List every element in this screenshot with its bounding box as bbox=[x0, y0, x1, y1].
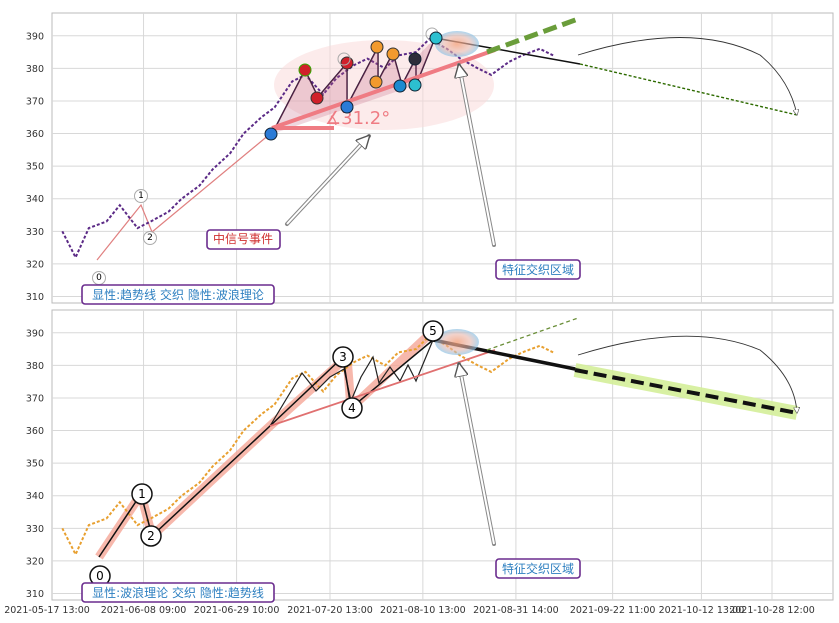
price-series-line-bottom bbox=[61, 334, 554, 557]
x-tick-label: 2021-09-22 11:00 bbox=[570, 605, 656, 616]
wave-label-3-bottom: 3 bbox=[332, 346, 354, 368]
y-tick-label: 380 bbox=[26, 64, 44, 75]
svg-text:1: 1 bbox=[138, 487, 146, 501]
wave-label-4-bottom: 4 bbox=[341, 397, 363, 419]
svg-text:0: 0 bbox=[96, 273, 102, 283]
signal-event-box: 中信号事件 bbox=[206, 229, 281, 250]
wave-zigzag-bottom bbox=[269, 339, 434, 427]
x-tick-label: 2021-05-17 13:00 bbox=[4, 605, 90, 616]
legend-box-top: 显性:趋势线 交织 隐性:波浪理论 bbox=[81, 284, 275, 305]
signal-arrow-inner bbox=[286, 136, 369, 225]
subwave-markers bbox=[264, 27, 443, 141]
y-tick-label: 330 bbox=[26, 227, 44, 238]
y-tick-label: 390 bbox=[26, 328, 44, 339]
svg-text:3: 3 bbox=[339, 350, 347, 364]
upper-channel-dashed-bottom bbox=[486, 317, 579, 351]
y-tick-label: 370 bbox=[26, 393, 44, 404]
y-tick-label: 380 bbox=[26, 361, 44, 372]
y-tick-label: 320 bbox=[26, 556, 44, 567]
upper-channel-dashed bbox=[486, 16, 579, 55]
svg-text:中信号事件: 中信号事件 bbox=[213, 231, 273, 246]
bottom-plot-area bbox=[51, 309, 834, 601]
zone-arrow-bottom-inner bbox=[459, 364, 495, 545]
y-tick-label: 390 bbox=[26, 31, 44, 42]
forecast-dashed-line bbox=[579, 63, 798, 116]
x-tick-label: 2021-10-12 13:00 bbox=[659, 605, 745, 616]
legend-box-bottom: 显性:波浪理论 交织 隐性:趋势线 bbox=[81, 582, 275, 603]
feature-zone-marker bbox=[435, 31, 479, 57]
y-tick-label: 360 bbox=[26, 426, 44, 437]
y-tick-label: 310 bbox=[26, 292, 44, 303]
x-tick-label: 2021-07-20 13:00 bbox=[287, 605, 373, 616]
svg-text:5: 5 bbox=[429, 324, 437, 338]
x-tick-labels: 2021-05-17 13:00 2021-06-08 09:00 2021-06-… bbox=[4, 605, 815, 616]
y-tick-label: 360 bbox=[26, 129, 44, 140]
svg-text:4: 4 bbox=[348, 401, 356, 415]
svg-text:2: 2 bbox=[147, 233, 153, 243]
trend-guide-line bbox=[96, 133, 271, 261]
feature-zone-marker-bottom bbox=[435, 329, 479, 355]
svg-text:1: 1 bbox=[138, 191, 144, 201]
angle-label: ∡31.2° bbox=[325, 108, 390, 129]
forecast-band-bottom bbox=[573, 363, 799, 420]
x-tick-label: 2021-06-08 09:00 bbox=[101, 605, 187, 616]
y-tick-label: 320 bbox=[26, 259, 44, 270]
x-tick-label: 2021-06-29 10:00 bbox=[194, 605, 280, 616]
wave-label-2-top: 2 bbox=[143, 231, 157, 245]
wave-label-0-top: 0 bbox=[92, 271, 106, 285]
wave-label-2-bottom: 2 bbox=[140, 525, 162, 547]
bottom-y-tick-labels: 310 320 330 340 350 360 370 380 390 bbox=[26, 328, 44, 600]
top-y-tick-labels: 310 320 330 340 350 360 370 380 390 bbox=[26, 31, 44, 303]
x-tick-label: 2021-08-31 14:00 bbox=[473, 605, 559, 616]
wave-label-5-bottom: 5 bbox=[422, 320, 444, 342]
svg-text:显性:波浪理论 交织 隐性:趋势线: 显性:波浪理论 交织 隐性:趋势线 bbox=[92, 585, 264, 600]
zone-arrow-inner bbox=[459, 65, 495, 246]
top-panel: 310 320 330 340 350 360 370 380 390 ∡31.2° 0 bbox=[26, 12, 834, 305]
x-tick-label: 2021-08-10 13:00 bbox=[380, 605, 466, 616]
y-tick-label: 350 bbox=[26, 459, 44, 470]
forecast-arc bbox=[577, 37, 797, 116]
x-tick-label: 2021-10-28 12:00 bbox=[729, 605, 815, 616]
y-tick-label: 310 bbox=[26, 589, 44, 600]
svg-text:2: 2 bbox=[147, 529, 155, 543]
svg-text:显性:趋势线 交织 隐性:波浪理论: 显性:趋势线 交织 隐性:波浪理论 bbox=[92, 287, 264, 302]
y-tick-label: 340 bbox=[26, 491, 44, 502]
svg-text:特征交织区域: 特征交织区域 bbox=[502, 262, 574, 277]
forecast-arc-bottom bbox=[577, 335, 797, 413]
wave-label-1-top: 1 bbox=[134, 189, 148, 203]
y-tick-label: 350 bbox=[26, 162, 44, 173]
wave-fill-top bbox=[272, 38, 435, 134]
svg-text:0: 0 bbox=[96, 569, 104, 583]
y-tick-label: 370 bbox=[26, 96, 44, 107]
svg-text:特征交织区域: 特征交织区域 bbox=[502, 561, 574, 576]
feature-zone-box-bottom: 特征交织区域 bbox=[495, 558, 581, 579]
feature-zone-box-top: 特征交织区域 bbox=[495, 259, 581, 280]
wave-label-1-bottom: 1 bbox=[131, 483, 153, 505]
y-tick-label: 340 bbox=[26, 194, 44, 205]
y-tick-label: 330 bbox=[26, 524, 44, 535]
